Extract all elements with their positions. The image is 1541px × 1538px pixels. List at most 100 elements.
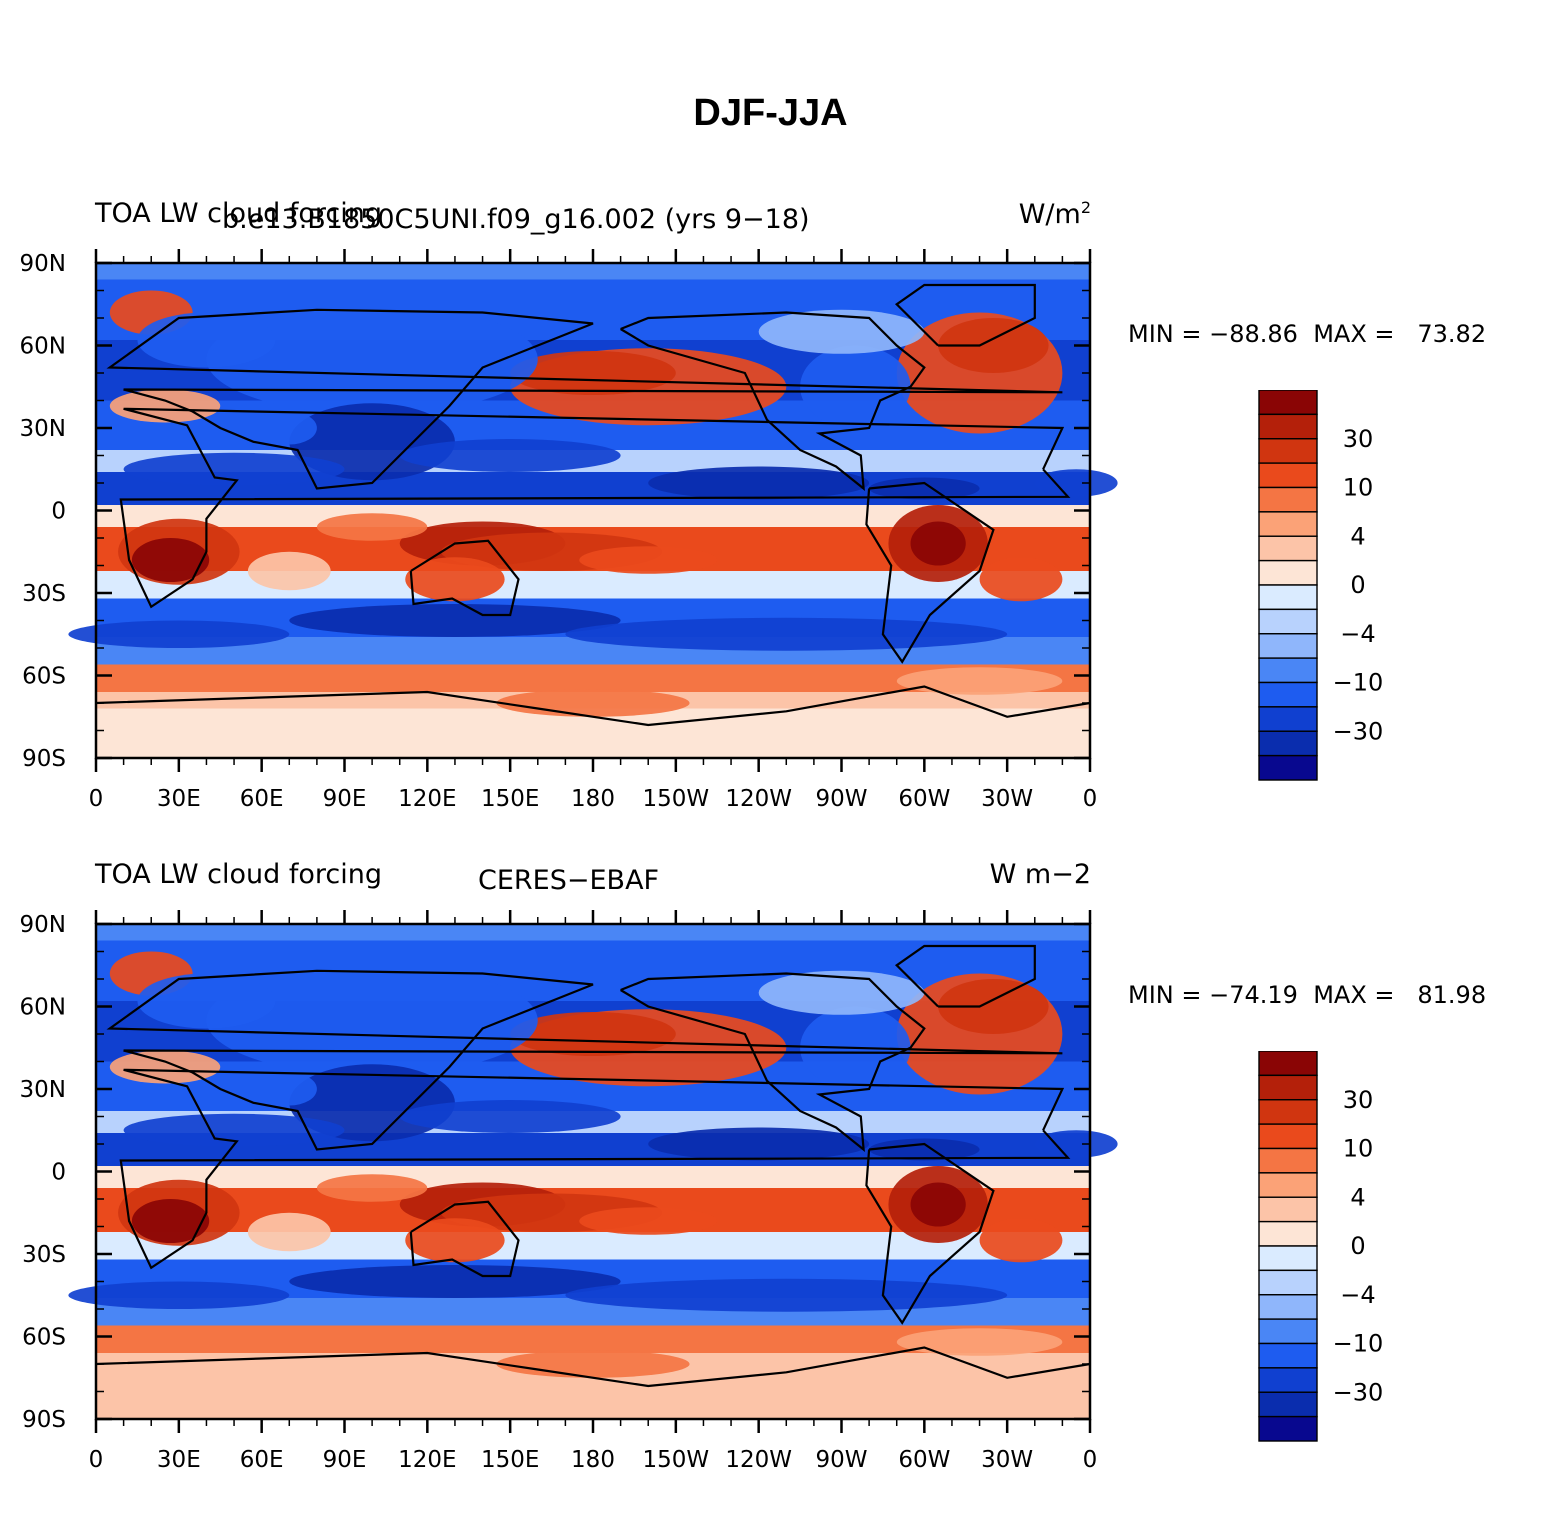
field-feature — [896, 667, 1063, 695]
field-band — [96, 1089, 1090, 1096]
field-feature — [910, 521, 966, 566]
field-band — [96, 268, 1090, 275]
field-band — [96, 1408, 1090, 1415]
field-band — [96, 571, 1090, 578]
colorbar-box — [1258, 1342, 1318, 1369]
field-feature — [496, 1350, 690, 1378]
field-feature — [109, 1050, 221, 1084]
coastlines — [95, 944, 1091, 1388]
field-band — [96, 659, 1090, 666]
field-feature — [979, 1218, 1063, 1263]
field-band — [96, 1320, 1090, 1327]
field-band — [96, 1386, 1090, 1393]
colorbar: 30 10 4 0 −4 −10 −30 — [1258, 390, 1383, 781]
field-band — [96, 505, 1090, 512]
field-band — [96, 510, 1090, 517]
colorbar-box — [1258, 1318, 1318, 1345]
field-band — [96, 582, 1090, 589]
lon-tick-label: 60W — [898, 1447, 950, 1473]
lon-tick-label: 30E — [157, 786, 201, 812]
min-value: MIN = −74.19 — [1128, 981, 1298, 1009]
field-band — [96, 1265, 1090, 1272]
colorbar-box — [1258, 730, 1318, 757]
field-band — [96, 1336, 1090, 1343]
map-plot: 90N 60N 30N 0 30S 60S 90S 0 30E 60E 90E 120E 150E 180… — [20, 910, 1118, 1473]
coastline — [119, 407, 1071, 609]
lat-tick-label: 90N — [20, 251, 66, 277]
colorbar-box — [1258, 462, 1318, 489]
field-band — [96, 318, 1090, 325]
field-feature — [1034, 469, 1118, 497]
lon-tick-label: 30E — [157, 1447, 201, 1473]
field-feature — [758, 970, 925, 1015]
colorbar-box — [1258, 511, 1318, 537]
field-feature — [896, 1328, 1063, 1356]
colorbar: 30 10 4 0 −4 −10 −30 — [1258, 1051, 1383, 1442]
field-feature — [405, 1218, 505, 1263]
field-band — [96, 428, 1090, 435]
field-feature — [405, 557, 505, 602]
field-feature — [206, 965, 538, 1076]
field-feature — [510, 351, 676, 395]
colorbar-box — [1258, 1099, 1318, 1125]
min-max-readout: MIN = −74.19 MAX = 81.98 — [1128, 981, 1486, 1009]
lat-tick-label: 30S — [22, 581, 66, 607]
map-plot: 90N 60N 30N 0 30S 60S 90S 0 30E 60E 90E 120E 150E 180… — [20, 249, 1118, 812]
lon-tick-label: 120E — [398, 1447, 456, 1473]
lat-tick-label: 30S — [22, 1242, 66, 1268]
field-band — [96, 477, 1090, 484]
field-band — [96, 1248, 1090, 1255]
lon-tick-label: 180 — [571, 786, 615, 812]
field-band — [96, 307, 1090, 314]
coastline — [95, 1346, 1091, 1388]
lon-tick-label: 120E — [398, 786, 456, 812]
field-band — [96, 593, 1090, 600]
colorbar-box — [1258, 1269, 1318, 1296]
colorbar-label: 0 — [1350, 571, 1365, 599]
field-band — [96, 285, 1090, 292]
model-map-panel: TOA LW cloud forcing b.e13.B1850C5UNI.f0… — [0, 200, 1541, 860]
field-band — [96, 521, 1090, 528]
colorbar-label: −4 — [1340, 620, 1375, 648]
colorbar-box — [1258, 1415, 1318, 1442]
panel-left-label: TOA LW cloud forcing — [95, 198, 382, 229]
field-band — [96, 664, 1090, 671]
map-field — [68, 263, 1118, 759]
field-band — [96, 1006, 1090, 1013]
panel-case-label: b.e13.B1850C5UNI.f09_g16.002 (yrs 9−18) — [222, 204, 810, 235]
field-band — [96, 1237, 1090, 1244]
coastline — [620, 311, 926, 491]
field-band — [96, 587, 1090, 594]
field-band — [96, 340, 1090, 347]
lon-tick-label: 120W — [725, 1447, 792, 1473]
field-band — [96, 1166, 1090, 1173]
field-feature — [1034, 1130, 1118, 1158]
field-band — [96, 274, 1090, 281]
field-feature — [137, 973, 276, 1029]
field-band — [96, 681, 1090, 688]
field-band — [96, 1171, 1090, 1178]
colorbar-box — [1258, 1294, 1318, 1320]
field-band — [96, 301, 1090, 308]
field-band — [96, 494, 1090, 501]
colorbar-box — [1258, 1220, 1318, 1247]
figure-title: DJF-JJA — [693, 92, 848, 134]
field-band — [96, 929, 1090, 936]
field-band — [96, 312, 1090, 319]
max-value: MAX = 73.82 — [1313, 320, 1487, 348]
field-feature — [247, 1212, 331, 1252]
field-band — [96, 334, 1090, 341]
colorbar-label: 10 — [1343, 1135, 1374, 1163]
field-feature — [938, 318, 1049, 373]
field-feature — [289, 1265, 621, 1298]
lon-tick-label: 60E — [240, 786, 284, 812]
colorbar-box — [1258, 1196, 1318, 1223]
field-feature — [979, 557, 1063, 602]
lat-tick-label: 90N — [20, 912, 66, 938]
field-band — [96, 1342, 1090, 1349]
field-band — [96, 1309, 1090, 1316]
field-band — [96, 439, 1090, 446]
field-band — [96, 1259, 1090, 1266]
field-band — [96, 576, 1090, 583]
field-band — [96, 1391, 1090, 1398]
